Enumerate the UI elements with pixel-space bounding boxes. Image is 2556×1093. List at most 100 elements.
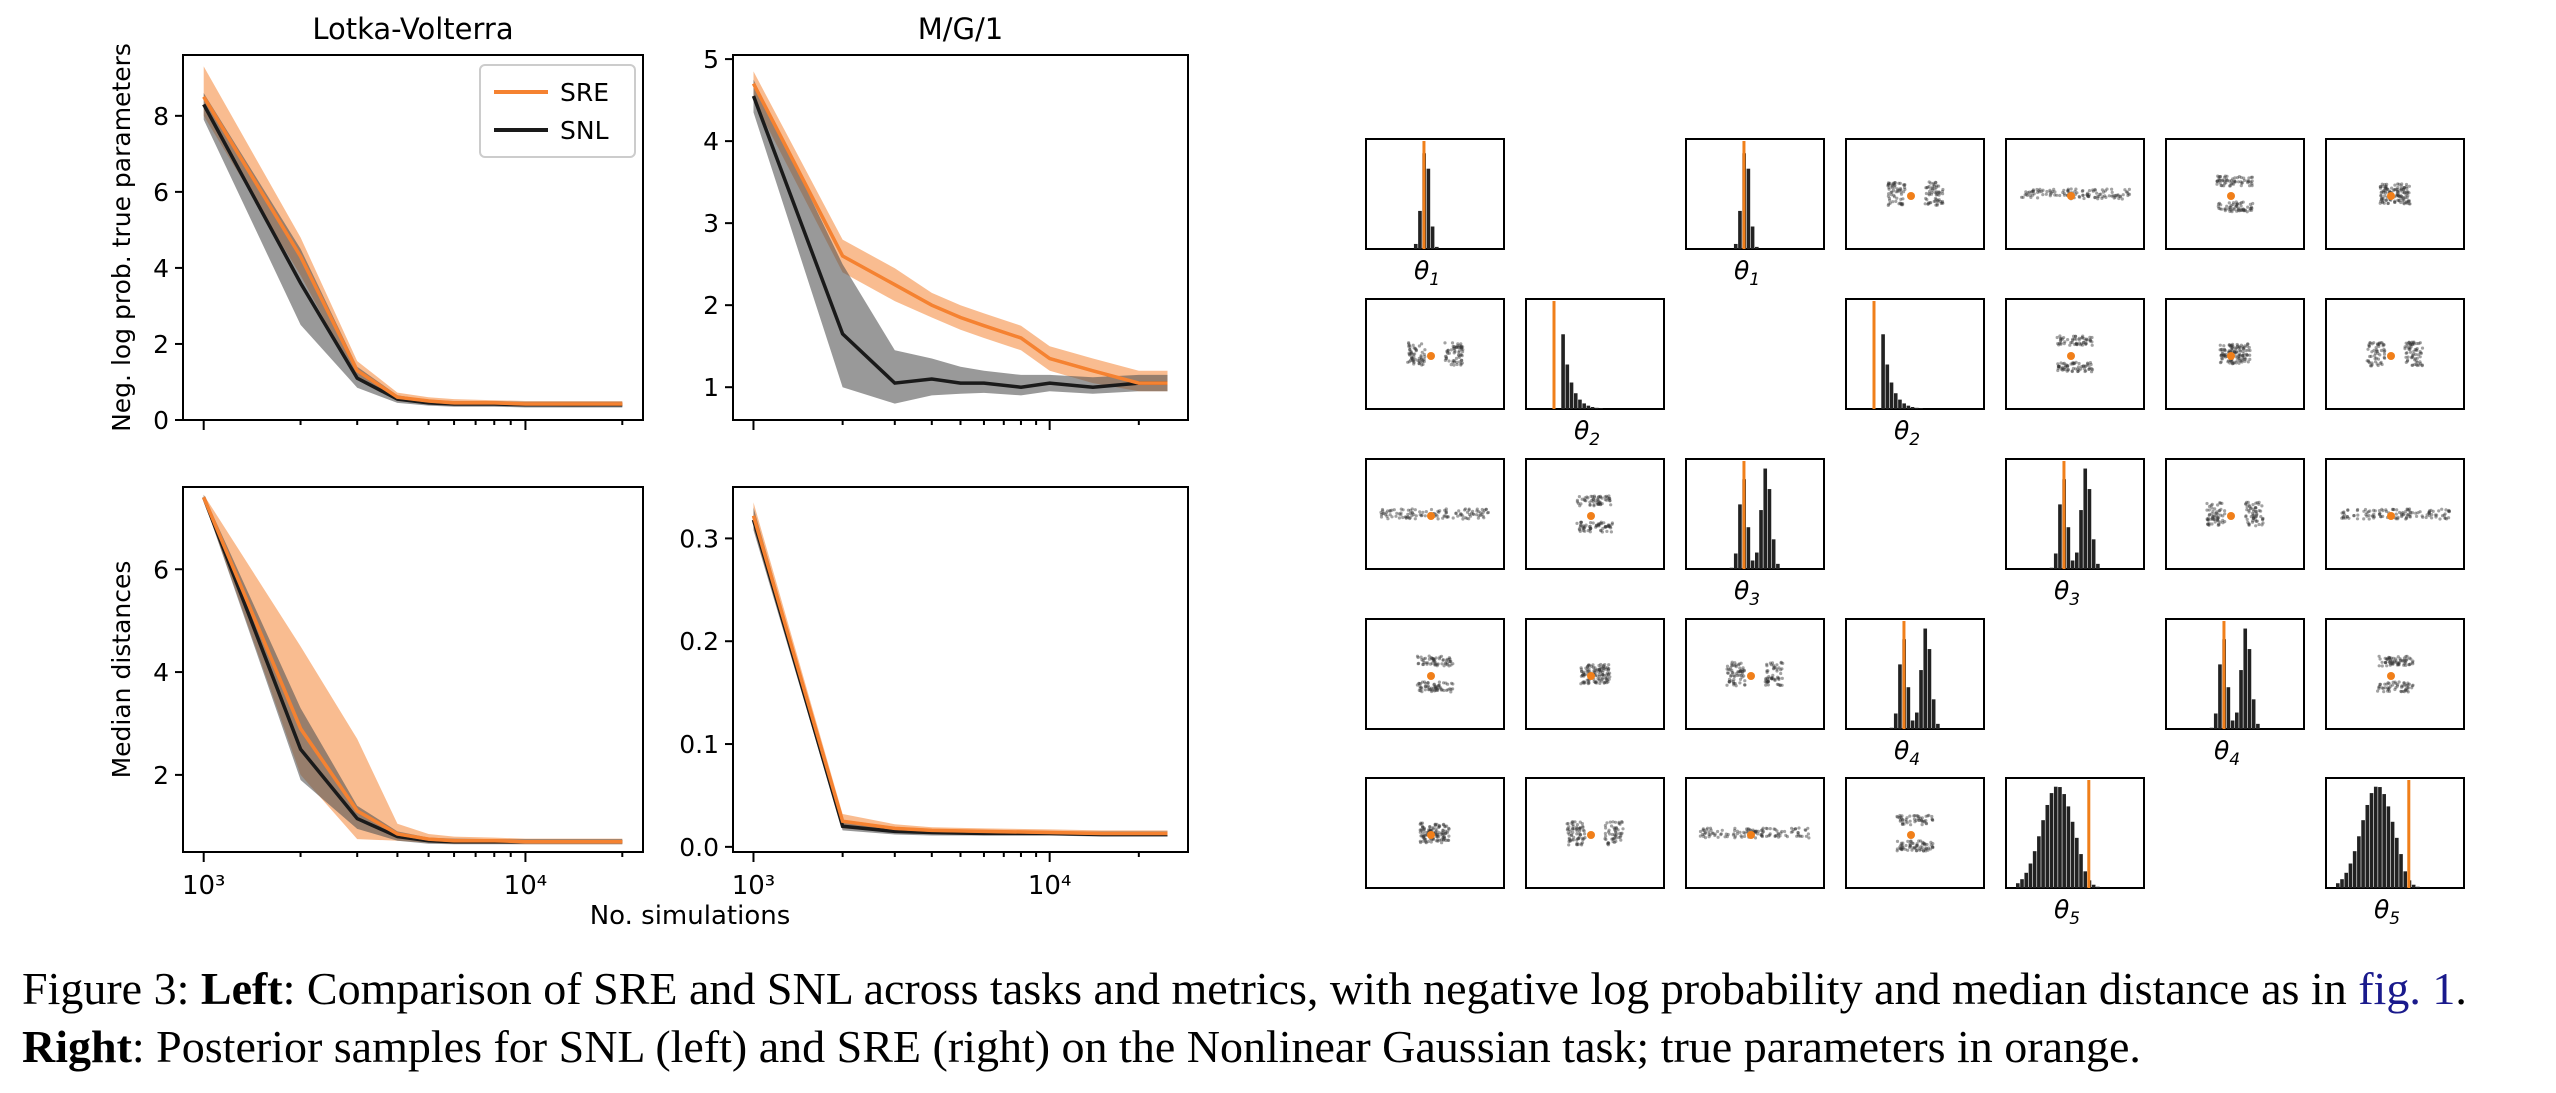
posterior-sample: [1583, 832, 1587, 836]
posterior-sample: [1407, 352, 1411, 356]
posterior-sample: [1603, 823, 1607, 828]
posterior-sample: [2248, 202, 2252, 206]
posterior-sample: [1785, 835, 1789, 839]
true-parameter-point: [1427, 831, 1435, 839]
posterior-sample: [1934, 197, 1938, 201]
posterior-sample: [1738, 681, 1742, 685]
posterior-sample: [1419, 822, 1423, 826]
hist-bar: [2066, 806, 2071, 888]
posterior-sample: [2243, 208, 2248, 212]
posterior-sample: [1611, 837, 1615, 841]
posterior-sample: [1924, 846, 1928, 850]
posterior-sample: [1926, 202, 1930, 206]
posterior-sample: [1896, 815, 1900, 819]
posterior-sample: [1567, 832, 1571, 837]
posterior-sample: [1899, 190, 1903, 194]
posterior-sample: [1732, 832, 1736, 836]
posterior-sample: [1778, 834, 1782, 838]
posterior-sample: [2410, 686, 2414, 690]
posterior-sample: [1733, 834, 1737, 838]
posterior-sample: [2372, 348, 2376, 352]
posterior-sample: [1420, 357, 1424, 361]
posterior-sample: [1575, 500, 1579, 504]
posterior-sample: [2243, 359, 2247, 363]
posterior-sample: [1766, 669, 1770, 673]
posterior-sample: [2381, 200, 2385, 204]
posterior-sample: [1729, 679, 1733, 683]
posterior-sample: [1748, 828, 1752, 832]
posterior-sample: [1888, 198, 1892, 202]
posterior-sample: [1698, 834, 1702, 838]
posterior-sample: [1603, 665, 1607, 670]
posterior-sample: [2077, 341, 2082, 345]
posterior-sample: [2404, 351, 2408, 355]
posterior-sample: [1608, 499, 1612, 503]
posterior-sample: [2089, 362, 2093, 367]
posterior-sample: [1566, 821, 1570, 826]
posterior-sample: [2380, 196, 2384, 200]
posterior-sample: [1607, 663, 1611, 667]
posterior-sample: [2418, 510, 2422, 514]
hist-bar: [1923, 628, 1928, 729]
hist-bar: [2357, 836, 2361, 888]
posterior-sample: [2252, 516, 2256, 520]
posterior-sample: [2425, 513, 2429, 517]
posterior-sample: [2407, 191, 2411, 195]
posterior-sample: [2238, 349, 2243, 353]
posterior-sample: [2086, 362, 2090, 366]
posterior-sample: [2028, 193, 2032, 197]
posterior-sample: [1443, 341, 1447, 345]
posterior-sample: [2252, 516, 2256, 520]
posterior-sample: [1619, 834, 1623, 838]
posterior-sample: [1709, 828, 1713, 832]
posterior-sample: [1572, 835, 1576, 839]
posterior-sample: [1733, 674, 1737, 679]
posterior-sample: [2248, 504, 2252, 509]
posterior-sample: [1420, 834, 1424, 838]
posterior-sample: [1395, 511, 1399, 515]
hist-bar: [1889, 382, 1894, 409]
posterior-sample: [1619, 832, 1623, 836]
posterior-sample: [2066, 364, 2070, 368]
posterior-sample: [2251, 519, 2255, 523]
posterior-sample: [1597, 502, 1601, 506]
posterior-sample: [2245, 505, 2249, 509]
posterior-sample: [1470, 511, 1474, 515]
posterior-sample: [1735, 829, 1739, 833]
posterior-sample: [1580, 669, 1584, 673]
posterior-sample: [2366, 510, 2370, 514]
posterior-sample: [2389, 684, 2393, 688]
posterior-sample: [1780, 683, 1784, 687]
posterior-sample: [1934, 181, 1938, 185]
hist-bar: [2340, 879, 2344, 888]
posterior-sample: [2246, 360, 2250, 364]
y-tick-label: 6: [153, 178, 169, 207]
caption-fig-ref-link[interactable]: fig. 1: [2358, 963, 2456, 1014]
posterior-sample: [1409, 351, 1413, 355]
hist-bar: [1898, 664, 1902, 729]
posterior-sample: [2246, 181, 2250, 185]
posterior-sample: [2234, 354, 2238, 358]
posterior-sample: [2403, 195, 2407, 199]
true-parameter-point: [1427, 672, 1435, 680]
posterior-sample: [2220, 356, 2224, 360]
posterior-sample: [2395, 190, 2399, 194]
posterior-sample: [2409, 343, 2413, 347]
posterior-sample: [2250, 206, 2254, 210]
posterior-sample: [2379, 191, 2383, 195]
posterior-sample: [2238, 202, 2242, 206]
posterior-sample: [1607, 497, 1611, 501]
posterior-sample: [2223, 512, 2227, 516]
posterior-sample: [1901, 846, 1905, 850]
posterior-sample: [2396, 185, 2400, 190]
posterior-sample: [1590, 498, 1594, 502]
posterior-sample: [1608, 832, 1612, 836]
posterior-sample: [2231, 177, 2235, 181]
hist-bar: [1910, 720, 1915, 729]
posterior-sample: [1418, 682, 1423, 686]
posterior-sample: [1608, 671, 1612, 675]
posterior-sample: [1910, 848, 1914, 852]
cell-frame: [2325, 298, 2465, 410]
posterior-sample: [1468, 514, 1473, 518]
posterior-sample: [2261, 517, 2265, 521]
